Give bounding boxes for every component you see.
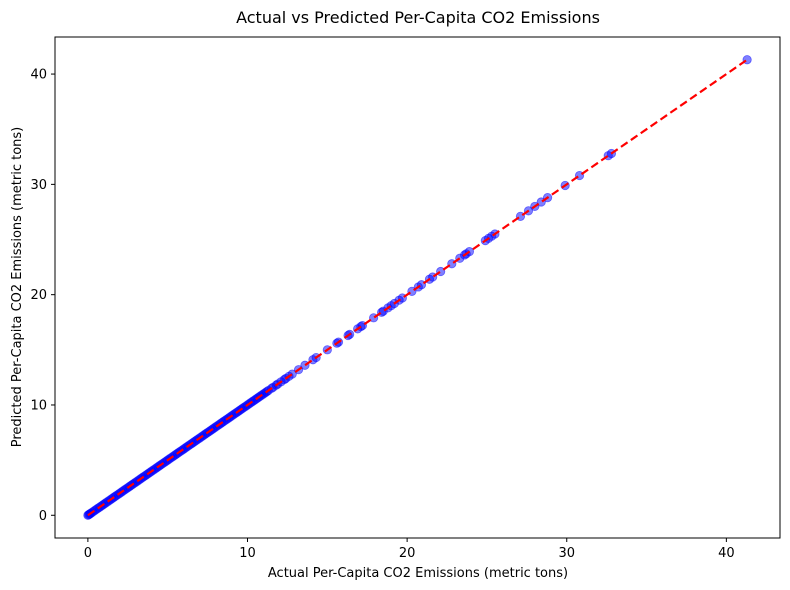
y-tick-label-10: 10: [30, 398, 47, 413]
reference-line-layer: [87, 58, 748, 517]
x-tick-label-30: 30: [558, 546, 575, 561]
plot-area-frame: [54, 36, 781, 539]
y-tick-label-30: 30: [30, 178, 47, 193]
y-axis-label: Predicted Per-Capita CO2 Emissions (metr…: [10, 127, 25, 448]
reference-line: [87, 58, 748, 517]
x-tick-label-20: 20: [399, 546, 416, 561]
x-axis-ticks: 0 10 20 30 40: [84, 538, 735, 561]
y-tick-label-0: 0: [39, 509, 47, 524]
y-tick-label-40: 40: [30, 68, 47, 83]
chart-title: Actual vs Predicted Per-Capita CO2 Emiss…: [236, 8, 600, 27]
x-tick-label-0: 0: [84, 546, 92, 561]
x-axis-label: Actual Per-Capita CO2 Emissions (metric …: [268, 566, 568, 581]
x-tick-label-10: 10: [239, 546, 256, 561]
x-tick-label-40: 40: [718, 546, 735, 561]
y-axis-ticks: 0 10 20 30 40: [30, 68, 55, 524]
y-tick-label-20: 20: [30, 288, 47, 303]
